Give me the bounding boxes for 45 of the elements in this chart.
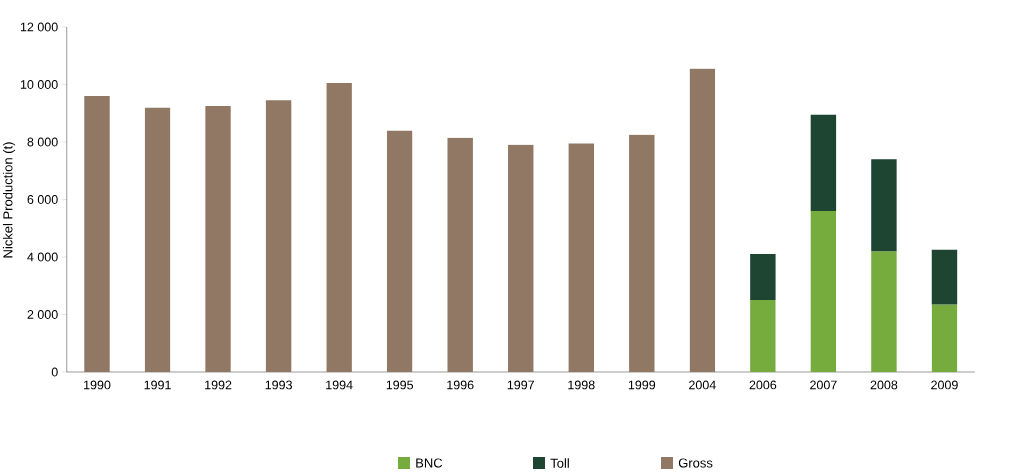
bar — [750, 254, 776, 301]
bar — [144, 107, 171, 372]
bar — [84, 95, 110, 372]
x-tick-label: 1994 — [326, 380, 353, 390]
bar — [386, 130, 413, 372]
y-tick-label: 6 000 — [27, 195, 58, 204]
bar — [810, 210, 837, 372]
bar — [931, 304, 958, 372]
bar — [568, 143, 594, 372]
bar — [750, 300, 776, 372]
x-tick-label: 1990 — [84, 380, 111, 390]
bar — [629, 134, 655, 372]
y-tick-label: 12 000 — [20, 22, 58, 32]
x-tick-label: 2007 — [810, 380, 837, 390]
bar — [931, 249, 958, 305]
bar — [810, 114, 837, 211]
x-tick-label: 1993 — [265, 380, 292, 390]
bar — [447, 137, 473, 372]
x-tick-label: 1995 — [386, 380, 414, 390]
y-tick-label: 2 000 — [27, 310, 58, 319]
bar — [265, 100, 292, 372]
bar — [871, 159, 897, 252]
bar — [871, 251, 897, 372]
x-tick-label: 1996 — [447, 380, 474, 390]
legend-label: Gross — [678, 458, 713, 468]
legend-label: BNC — [416, 458, 443, 468]
x-tick-label: 2006 — [749, 380, 777, 390]
x-tick-label: 2004 — [689, 380, 716, 390]
y-tick-label: 10 000 — [20, 80, 58, 89]
x-tick-label: 1997 — [507, 380, 534, 390]
y-tick-label: 8 000 — [27, 137, 58, 147]
y-tick-label: 0 — [51, 367, 58, 377]
x-tick-label: 2008 — [870, 380, 898, 390]
x-tick-label: 1998 — [568, 380, 595, 390]
bar — [326, 83, 352, 372]
bar — [689, 68, 716, 372]
x-tick-label: 1992 — [205, 380, 232, 390]
x-tick-label: 2009 — [931, 380, 958, 390]
x-tick-label: 1991 — [144, 380, 171, 390]
bar — [508, 144, 534, 372]
legend-label: Toll — [550, 458, 569, 468]
y-axis-title: Nickel Production (t) — [2, 142, 16, 258]
x-tick-label: 1999 — [628, 380, 656, 390]
y-tick-label: 4 000 — [27, 252, 58, 262]
bar — [205, 106, 231, 372]
